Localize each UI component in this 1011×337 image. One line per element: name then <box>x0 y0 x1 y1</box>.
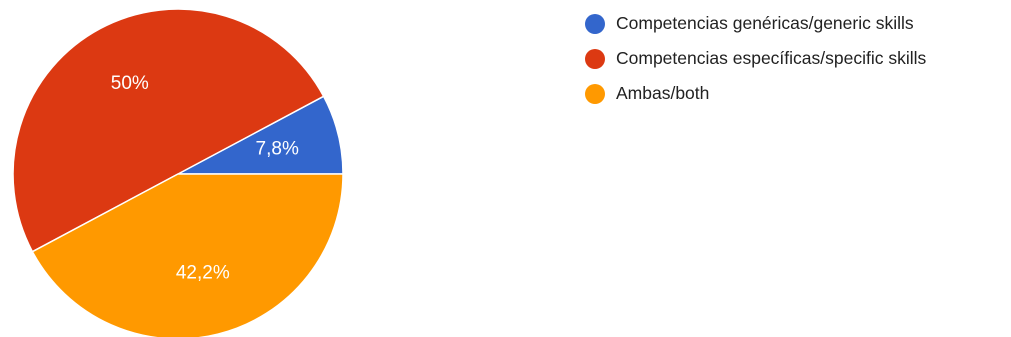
slice-label-0: 7,8% <box>256 139 299 160</box>
pie-slice-2 <box>31 173 344 337</box>
legend-swatch-0 <box>585 13 605 34</box>
legend-label-1: Competencias específicas/specific skills <box>616 48 927 68</box>
legend-swatch-1 <box>585 48 605 69</box>
slice-label-1: 50% <box>111 73 149 94</box>
legend-item-0: Competencias genéricas/generic skills <box>585 6 926 41</box>
legend-label-0: Competencias genéricas/generic skills <box>616 13 914 33</box>
legend-label-2: Ambas/both <box>616 83 710 103</box>
pie-plot-area: 7,8% 50% 42,2% <box>12 8 344 337</box>
legend-item-2: Ambas/both <box>585 76 926 111</box>
slice-label-2: 42,2% <box>176 263 230 284</box>
legend-item-1: Competencias específicas/specific skills <box>585 41 926 76</box>
legend-swatch-2 <box>585 83 605 104</box>
chart-legend: Competencias genéricas/generic skills Com… <box>585 6 926 111</box>
pie-slice-1 <box>12 8 325 253</box>
